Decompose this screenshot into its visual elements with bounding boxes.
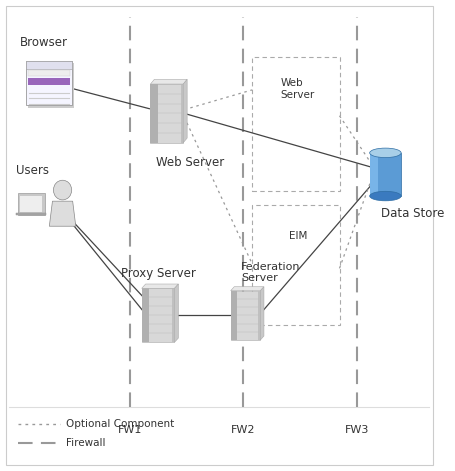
Bar (28, 64, 74, 108)
Polygon shape (183, 79, 187, 143)
Ellipse shape (369, 148, 400, 158)
Bar (252, 205, 339, 325)
Polygon shape (180, 84, 183, 143)
Text: FW2: FW2 (231, 425, 255, 435)
Bar (230, 291, 260, 340)
Polygon shape (258, 291, 260, 340)
Bar (150, 84, 183, 143)
Bar (26, 61, 71, 69)
Text: FW3: FW3 (344, 425, 369, 435)
Polygon shape (150, 84, 157, 143)
Ellipse shape (369, 191, 400, 201)
Bar (20, 196, 42, 212)
Polygon shape (174, 284, 178, 342)
Polygon shape (230, 287, 263, 291)
Bar (28, 70, 70, 76)
Text: Optional Component: Optional Component (66, 419, 174, 429)
Text: Users: Users (16, 164, 49, 177)
Bar (28, 78, 70, 85)
Text: Web
Server: Web Server (280, 78, 314, 100)
Polygon shape (49, 201, 76, 226)
Polygon shape (150, 79, 187, 84)
Polygon shape (142, 288, 149, 342)
Bar (18, 193, 45, 215)
Text: Web Server: Web Server (156, 156, 224, 169)
Text: Firewall: Firewall (66, 438, 106, 448)
Bar (369, 153, 377, 196)
Text: Federation
Server: Federation Server (241, 262, 300, 284)
Bar (16, 212, 46, 215)
Polygon shape (142, 284, 178, 288)
Text: FW1: FW1 (117, 425, 142, 435)
Bar (26, 61, 71, 105)
Bar (142, 288, 174, 342)
Text: Proxy Server: Proxy Server (121, 267, 195, 280)
Text: Data Store: Data Store (380, 207, 444, 220)
Text: Browser: Browser (20, 36, 68, 49)
Polygon shape (172, 288, 174, 342)
Bar (369, 153, 400, 196)
Text: EIM: EIM (288, 231, 307, 241)
Bar (252, 57, 339, 191)
Polygon shape (230, 291, 237, 340)
Polygon shape (260, 287, 263, 340)
Circle shape (53, 180, 71, 200)
